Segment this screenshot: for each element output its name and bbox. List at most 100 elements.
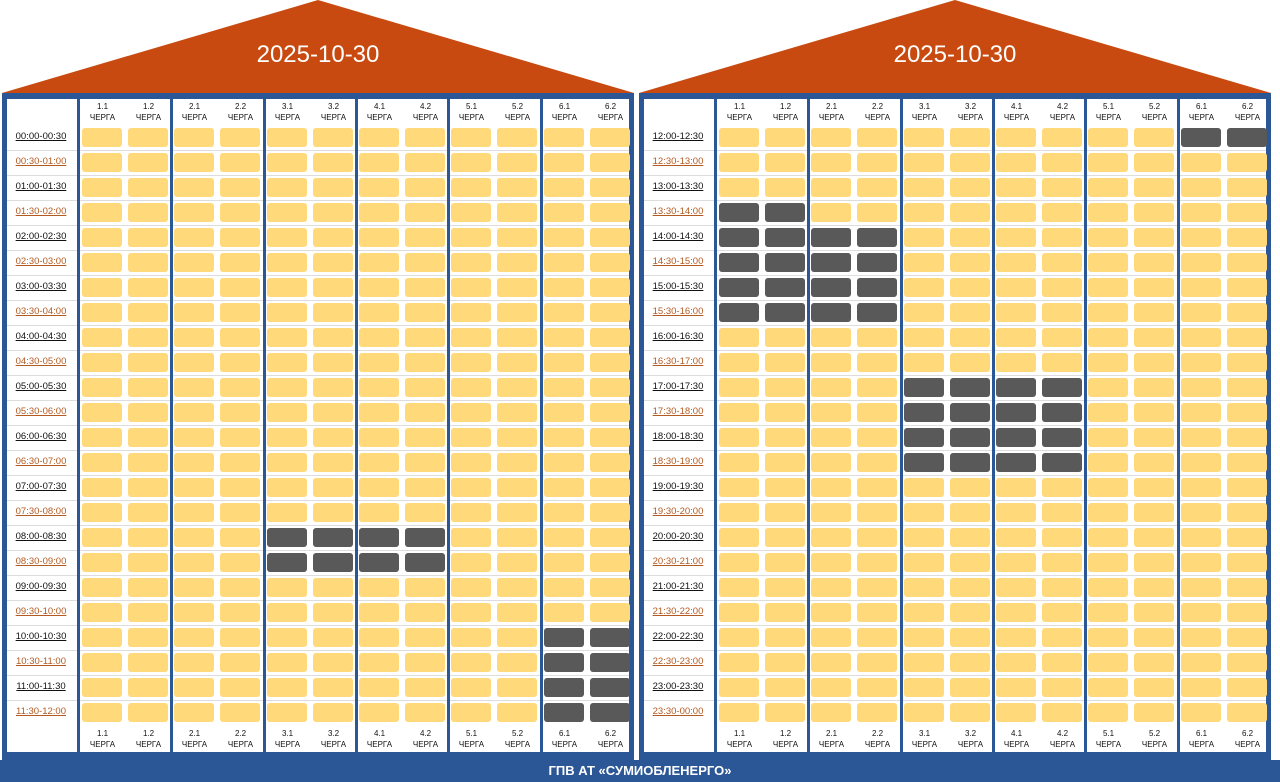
queue-header-4-2: 4.2 ЧЕРГА bbox=[403, 99, 448, 125]
queue-word: ЧЕРГА bbox=[504, 113, 531, 122]
power-on-cell bbox=[82, 328, 122, 347]
power-on-cell bbox=[544, 603, 584, 622]
power-on-cell bbox=[590, 553, 630, 572]
power-on-cell bbox=[220, 428, 260, 447]
power-on-cell bbox=[451, 328, 491, 347]
power-on-cell bbox=[1134, 628, 1174, 647]
power-on-cell bbox=[996, 478, 1036, 497]
power-on-cell bbox=[904, 553, 944, 572]
power-on-cell bbox=[1181, 378, 1221, 397]
power-on-cell bbox=[904, 578, 944, 597]
queue-footer-6-1: 6.1 ЧЕРГА bbox=[1179, 726, 1224, 752]
power-on-cell bbox=[267, 678, 307, 697]
outage-cell bbox=[590, 628, 630, 647]
power-on-cell bbox=[82, 278, 122, 297]
queue-footer-2-1: 2.1 ЧЕРГА bbox=[172, 726, 217, 752]
row-divider bbox=[7, 300, 629, 301]
row-divider bbox=[7, 500, 629, 501]
time-slot-label: 12:00-12:30 bbox=[652, 131, 704, 142]
queue-number: 1.2 bbox=[142, 729, 155, 738]
power-on-cell bbox=[811, 553, 851, 572]
row-divider bbox=[644, 450, 1266, 451]
power-on-cell bbox=[996, 578, 1036, 597]
power-on-cell bbox=[1088, 453, 1128, 472]
power-on-cell bbox=[451, 553, 491, 572]
queue-word: ЧЕРГА bbox=[1234, 113, 1261, 122]
power-on-cell bbox=[1134, 378, 1174, 397]
power-on-cell bbox=[719, 353, 759, 372]
power-on-cell bbox=[1134, 228, 1174, 247]
time-row: 09:00-09:30 bbox=[7, 575, 630, 600]
outage-cell bbox=[405, 528, 445, 547]
power-on-cell bbox=[267, 353, 307, 372]
power-on-cell bbox=[544, 403, 584, 422]
power-on-cell bbox=[313, 403, 353, 422]
power-on-cell bbox=[1088, 278, 1128, 297]
power-on-cell bbox=[359, 328, 399, 347]
power-on-cell bbox=[811, 203, 851, 222]
queue-number: 1.1 bbox=[96, 729, 109, 738]
queue-number: 2.2 bbox=[871, 102, 884, 111]
power-on-cell bbox=[1088, 503, 1128, 522]
time-row: 18:00-18:30 bbox=[644, 425, 1267, 450]
power-on-cell bbox=[174, 153, 214, 172]
time-slot-label: 16:00-16:30 bbox=[652, 331, 704, 342]
queue-footer-4-1: 4.1 ЧЕРГА bbox=[994, 726, 1039, 752]
power-on-cell bbox=[1227, 478, 1267, 497]
power-on-cell bbox=[765, 703, 805, 722]
power-on-cell bbox=[857, 453, 897, 472]
queue-word: ЧЕРГА bbox=[366, 740, 393, 749]
queue-footer-2-2: 2.2 ЧЕРГА bbox=[855, 726, 900, 752]
outage-cell bbox=[765, 203, 805, 222]
group-separator bbox=[1084, 99, 1087, 752]
queue-word: ЧЕРГА bbox=[227, 740, 254, 749]
power-on-cell bbox=[811, 678, 851, 697]
outage-cell bbox=[359, 553, 399, 572]
power-on-cell bbox=[267, 653, 307, 672]
row-divider bbox=[7, 600, 629, 601]
row-divider bbox=[7, 325, 629, 326]
power-on-cell bbox=[359, 128, 399, 147]
power-on-cell bbox=[1181, 628, 1221, 647]
power-on-cell bbox=[950, 553, 990, 572]
power-on-cell bbox=[174, 578, 214, 597]
outage-cell bbox=[267, 553, 307, 572]
power-on-cell bbox=[220, 203, 260, 222]
power-on-cell bbox=[765, 378, 805, 397]
power-on-cell bbox=[82, 703, 122, 722]
queue-footer-3-2: 3.2 ЧЕРГА bbox=[311, 726, 356, 752]
queue-header-6-2: 6.2 ЧЕРГА bbox=[588, 99, 633, 125]
queue-footer-5-2: 5.2 ЧЕРГА bbox=[1132, 726, 1177, 752]
time-slot-label: 12:30-13:00 bbox=[652, 156, 704, 167]
power-on-cell bbox=[220, 553, 260, 572]
queue-number: 1.1 bbox=[96, 102, 109, 111]
time-row: 01:30-02:00 bbox=[7, 200, 630, 225]
power-on-cell bbox=[590, 278, 630, 297]
outage-cell bbox=[811, 278, 851, 297]
power-on-cell bbox=[857, 653, 897, 672]
time-row: 10:30-11:00 bbox=[7, 650, 630, 675]
time-row: 02:30-03:00 bbox=[7, 250, 630, 275]
power-on-cell bbox=[719, 403, 759, 422]
power-on-cell bbox=[267, 278, 307, 297]
power-on-cell bbox=[359, 253, 399, 272]
roof bbox=[2, 0, 634, 93]
power-on-cell bbox=[174, 353, 214, 372]
power-on-cell bbox=[497, 478, 537, 497]
row-divider bbox=[7, 375, 629, 376]
power-on-cell bbox=[1227, 178, 1267, 197]
queue-number: 5.2 bbox=[511, 102, 524, 111]
power-on-cell bbox=[857, 628, 897, 647]
power-on-cell bbox=[359, 578, 399, 597]
power-on-cell bbox=[719, 553, 759, 572]
power-on-cell bbox=[590, 478, 630, 497]
queue-header-1-2: 1.2 ЧЕРГА bbox=[763, 99, 808, 125]
outage-cell bbox=[544, 653, 584, 672]
power-on-cell bbox=[405, 678, 445, 697]
power-on-cell bbox=[950, 703, 990, 722]
power-on-cell bbox=[904, 353, 944, 372]
time-rows: 12:00-12:30 12:30-13:00 13:00-13:30 13:30-1… bbox=[644, 125, 1267, 725]
power-on-cell bbox=[497, 678, 537, 697]
power-on-cell bbox=[1227, 378, 1267, 397]
power-on-cell bbox=[950, 528, 990, 547]
